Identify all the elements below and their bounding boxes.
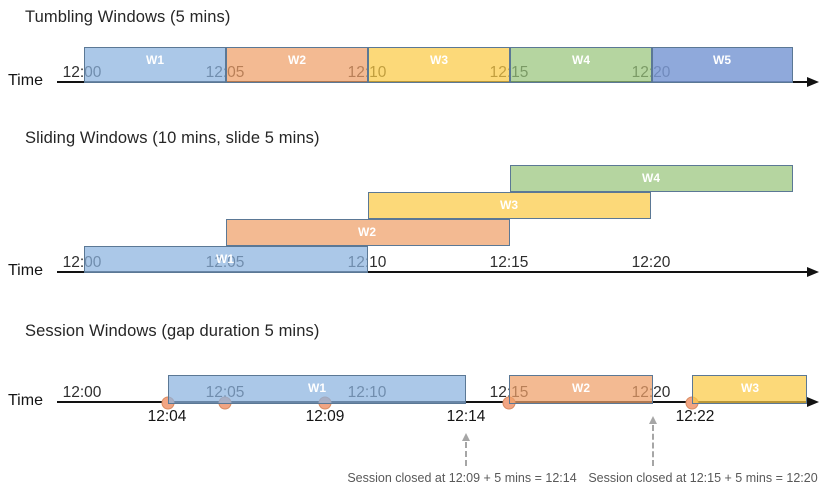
window-box-w1 <box>84 246 368 273</box>
time-axis-label: Time <box>8 262 43 279</box>
time-axis-label: Time <box>8 72 43 89</box>
window-label: W5 <box>713 53 731 67</box>
window-label: W2 <box>572 381 590 395</box>
window-box-w3 <box>368 47 510 83</box>
window-label: W4 <box>572 53 590 67</box>
window-label: W3 <box>741 381 759 395</box>
window-box-w5 <box>652 47 793 83</box>
window-box-w4 <box>510 47 652 83</box>
window-label: W3 <box>430 53 448 67</box>
event-time-label: 12:04 <box>147 408 187 425</box>
session-close-arrow-icon <box>462 433 470 441</box>
axis-arrowhead-icon <box>807 76 819 87</box>
session-close-arrow-line <box>652 425 654 466</box>
window-box-w2 <box>226 219 510 246</box>
window-label: W1 <box>308 381 326 395</box>
window-box-w2 <box>226 47 368 83</box>
window-label: W1 <box>146 53 164 67</box>
section-title-tumbling: Tumbling Windows (5 mins) <box>25 8 231 26</box>
window-label: W2 <box>358 225 376 239</box>
tick-label: 12:00 <box>62 384 102 401</box>
section-title-sliding: Sliding Windows (10 mins, slide 5 mins) <box>25 129 320 147</box>
window-box-w1 <box>168 375 466 404</box>
window-box-w4 <box>510 165 793 192</box>
axis-arrowhead-icon <box>807 396 819 407</box>
event-time-label: 12:14 <box>446 408 486 425</box>
tick-label: 12:15 <box>489 254 529 271</box>
annotation-text: Session closed at 12:15 + 5 mins = 12:20 <box>588 471 818 485</box>
tick-label: 12:20 <box>631 254 671 271</box>
window-box-w3 <box>692 375 807 404</box>
event-time-label: 12:09 <box>305 408 345 425</box>
event-time-label: 12:22 <box>675 408 715 425</box>
session-close-arrow-icon <box>649 416 657 424</box>
time-axis-line <box>57 271 809 274</box>
axis-arrowhead-icon <box>807 266 819 277</box>
window-box-w3 <box>368 192 651 219</box>
window-box-w1 <box>84 47 226 83</box>
annotation-text: Session closed at 12:09 + 5 mins = 12:14 <box>347 471 577 485</box>
section-title-session: Session Windows (gap duration 5 mins) <box>25 322 320 340</box>
window-label: W2 <box>288 53 306 67</box>
session-close-arrow-line <box>465 442 467 466</box>
window-box-w2 <box>509 375 653 404</box>
window-label: W1 <box>216 252 234 266</box>
window-label: W4 <box>642 171 660 185</box>
window-label: W3 <box>500 198 518 212</box>
time-axis-label: Time <box>8 392 43 409</box>
